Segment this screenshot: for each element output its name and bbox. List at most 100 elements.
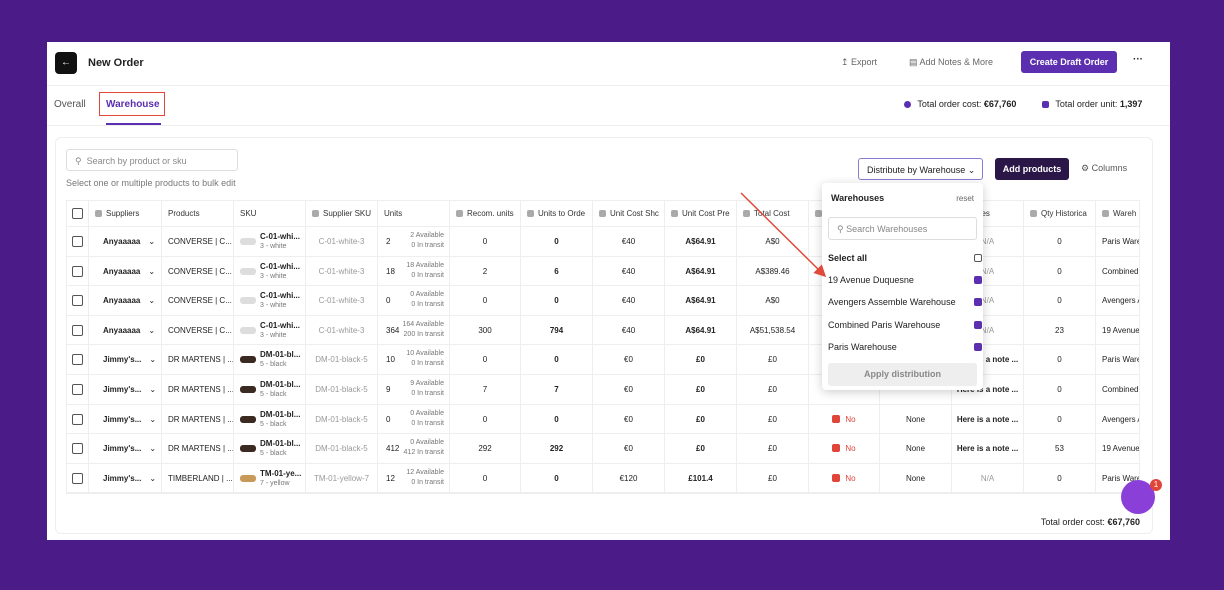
cell-value: 23: [1055, 325, 1064, 335]
warehouse-option-label: 19 Avenue Duquesne: [828, 275, 914, 285]
tab-warehouse[interactable]: [99, 92, 165, 116]
row-checkbox[interactable]: [72, 295, 83, 307]
table-cell: €120: [593, 463, 665, 493]
column-header[interactable]: Unit Cost Shc: [593, 201, 665, 227]
more-button[interactable]: ···: [1133, 54, 1143, 65]
warehouse-option[interactable]: Avengers Assemble Warehouse: [828, 297, 983, 307]
cell-value: 0: [482, 355, 488, 365]
row-checkbox[interactable]: [72, 384, 83, 395]
row-checkbox[interactable]: [72, 324, 83, 336]
units-transit: 412 In transit: [403, 449, 444, 457]
table-cell: 292: [450, 434, 521, 464]
column-header[interactable]: Products: [162, 201, 234, 227]
table-cell: C-01-whi... 3 - white: [234, 315, 306, 346]
table-cell: [67, 434, 89, 464]
select-all[interactable]: Select all: [828, 253, 983, 263]
product-thumb: [240, 356, 256, 364]
create-draft-button[interactable]: Create Draft Order: [1021, 51, 1117, 73]
warehouse-checkbox[interactable]: [974, 342, 982, 351]
header-label: SKU: [240, 209, 257, 218]
header-label: Units to Orde: [538, 209, 586, 218]
row-checkbox[interactable]: [72, 236, 83, 247]
table-cell: 0: [450, 345, 521, 375]
columns-button[interactable]: ⚙ Columns: [1081, 163, 1128, 173]
table-cell: DM-01-bl... 5 - black: [234, 345, 306, 375]
apply-button[interactable]: Apply distribution: [828, 363, 977, 386]
product-name: TIMBERLAND | ...: [168, 473, 233, 483]
row-checkbox[interactable]: [72, 265, 83, 277]
table-cell: 0: [521, 345, 593, 375]
column-header[interactable]: [67, 201, 89, 227]
warehouse-search[interactable]: ⚲ Search Warehouses: [828, 217, 977, 240]
warehouse-name: Paris Warehouse: [1102, 355, 1140, 365]
cell-value: €0: [624, 355, 633, 365]
cell-value: 300: [478, 325, 492, 335]
cell-value: N/A: [980, 296, 995, 306]
warehouse-option[interactable]: 19 Avenue Duquesne: [828, 275, 983, 285]
cell-value: 2: [482, 266, 488, 276]
export-button[interactable]: ↥ Export: [841, 57, 878, 67]
cell-value: 0: [1057, 296, 1062, 306]
column-header[interactable]: Recom. units: [450, 201, 521, 227]
supplier-chevron: ⌄: [149, 473, 157, 483]
dropdown-reset[interactable]: reset: [956, 194, 974, 203]
units-value: 12: [386, 473, 395, 483]
cell-value: None: [905, 444, 926, 454]
table-cell: DM-01-black-5: [306, 404, 378, 435]
add-products-button[interactable]: Add products: [995, 158, 1069, 180]
units-transit: 0 In transit: [411, 419, 444, 427]
table-cell: £0: [737, 345, 809, 375]
warehouse-checkbox[interactable]: [974, 320, 982, 329]
warehouse-checkbox[interactable]: [974, 298, 982, 307]
notes-button[interactable]: ▤ Add Notes & More: [909, 57, 994, 67]
table-cell: N/A: [952, 256, 1024, 287]
table-cell: 794: [521, 315, 593, 346]
select-all-checkbox[interactable]: [974, 254, 982, 262]
tab-overall[interactable]: Overall: [54, 99, 86, 110]
table-cell: Anyaaaaa ⌄: [89, 286, 162, 316]
table-cell: DM-01-bl... 5 - black: [234, 434, 306, 464]
cell-value: €40: [621, 325, 636, 335]
table-cell: €0: [593, 345, 665, 375]
table-cell: 0: [1024, 227, 1096, 257]
table-cell: None: [880, 434, 952, 464]
search-box[interactable]: ⚲ Search by product or sku: [66, 149, 238, 171]
row-checkbox[interactable]: [72, 472, 83, 484]
back-button[interactable]: ←: [55, 52, 77, 74]
column-header[interactable]: Units to Orde: [521, 201, 593, 227]
table-cell: [67, 227, 89, 257]
sku-variant: 5 - black: [260, 420, 287, 428]
row-checkbox[interactable]: [72, 443, 83, 455]
total-unit: Total order unit: 1,397: [1042, 99, 1142, 109]
chat-button[interactable]: [1121, 480, 1155, 514]
table-cell: Paris Warehouse: [1096, 345, 1140, 375]
sku-code: DM-01-bl...: [260, 380, 301, 389]
units-value: 9: [386, 385, 391, 394]
column-header[interactable]: Unit Cost Pre: [665, 201, 737, 227]
table-cell: 412 0 Available 412 In transit: [378, 434, 450, 464]
column-header[interactable]: Total Cost: [737, 201, 809, 227]
column-header[interactable]: Suppliers: [89, 201, 162, 227]
table-cell: 2: [450, 256, 521, 287]
column-header[interactable]: SKU: [234, 201, 306, 227]
table-cell: 7: [450, 375, 521, 405]
row-checkbox[interactable]: [72, 354, 83, 366]
cell-value: €0: [624, 444, 633, 454]
table-cell: 10 10 Available 0 In transit: [378, 345, 450, 375]
product-name: DR MARTENS | ...: [168, 355, 234, 365]
warehouse-checkbox[interactable]: [974, 276, 982, 284]
column-header[interactable]: Wareh: [1096, 201, 1139, 227]
table-cell: €40: [593, 286, 665, 316]
column-header[interactable]: Qty Historica: [1024, 201, 1096, 227]
table-cell: Here is a note ...: [952, 434, 1024, 464]
units-available: 9 Available: [410, 380, 444, 387]
warehouse-option[interactable]: Combined Paris Warehouse: [828, 320, 983, 330]
header-label: Unit Cost Shc: [610, 209, 659, 218]
header-checkbox[interactable]: [72, 208, 83, 219]
row-checkbox[interactable]: [72, 413, 83, 425]
warehouse-option[interactable]: Paris Warehouse: [828, 342, 983, 352]
column-header[interactable]: Units: [378, 201, 450, 227]
column-header[interactable]: Supplier SKU: [306, 201, 378, 227]
product-thumb: [240, 267, 256, 275]
distribute-dropdown[interactable]: Distribute by Warehouse ⌄: [858, 158, 983, 180]
